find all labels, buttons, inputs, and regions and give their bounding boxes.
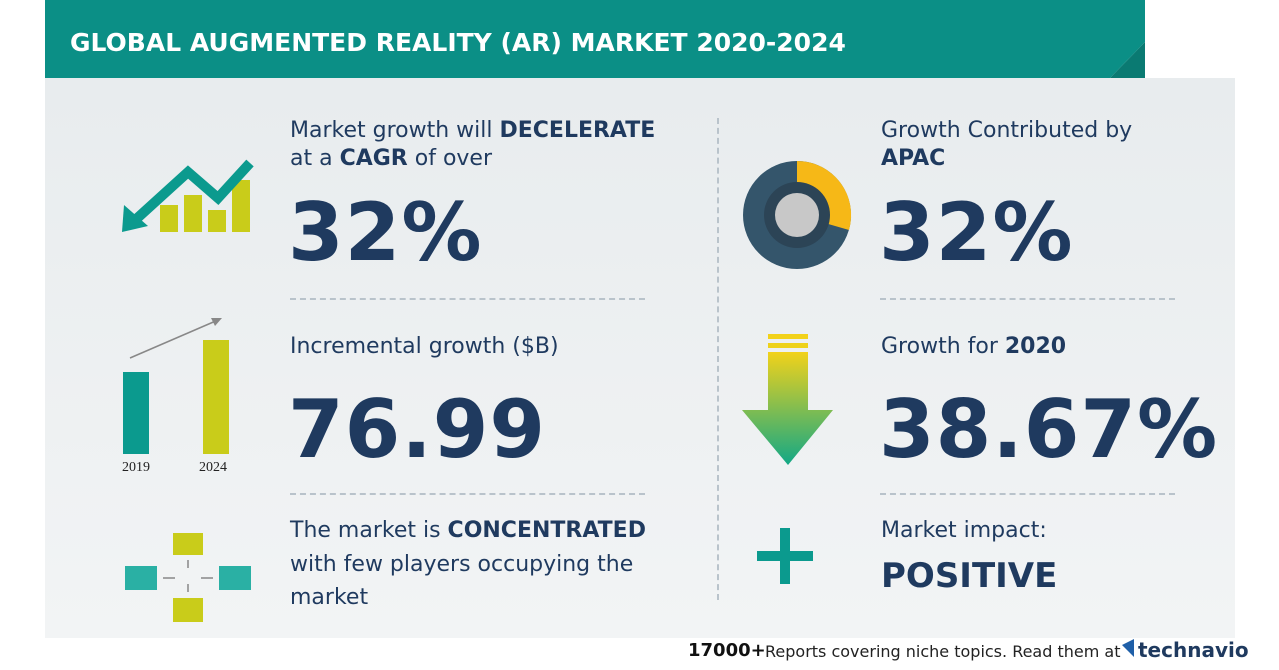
text-line: Market impact: [881, 518, 1047, 543]
separator [880, 493, 1175, 495]
text: of over [407, 146, 493, 171]
text: Market impact: [881, 518, 1047, 543]
text-line: APAC [881, 146, 945, 171]
footer-text: Reports covering niche topics. Read them… [765, 642, 1121, 661]
divider [717, 118, 719, 600]
separator [880, 298, 1175, 300]
text-line: with few players occupying the [290, 552, 633, 577]
emphasis: DECELERATE [499, 118, 656, 143]
header-title: GLOBAL AUGMENTED REALITY (AR) MARKET 202… [70, 28, 846, 57]
footer-brand[interactable]: technavio [1138, 638, 1249, 662]
text: Growth Contributed by [881, 118, 1133, 143]
text: Incremental growth ($B) [290, 334, 559, 359]
text-line: Incremental growth ($B) [290, 334, 559, 359]
text: Growth for [881, 334, 1005, 359]
text: with few players occupying the [290, 552, 634, 577]
impact-value: POSITIVE [881, 556, 1058, 596]
text-line: Market growth will DECELERATE [290, 118, 655, 143]
text: Market growth will [290, 118, 500, 143]
separator [290, 298, 645, 300]
down-arrow-icon [742, 334, 833, 465]
big-value: 32% [879, 186, 1074, 279]
text-line: Growth Contributed by [881, 118, 1132, 143]
header-fold [1110, 42, 1145, 78]
emphasis: APAC [881, 146, 946, 171]
text: at a [290, 146, 340, 171]
trend-icon [122, 159, 254, 232]
donut-icon [743, 160, 852, 269]
emphasis: 2020 [1004, 334, 1067, 359]
bar-icon [123, 318, 229, 454]
icon-label: 2019 [122, 460, 150, 475]
text-line: The market is CONCENTRATED [290, 518, 646, 543]
emphasis: CAGR [339, 146, 408, 171]
text-line: Growth for 2020 [881, 334, 1066, 359]
text: market [290, 585, 369, 610]
big-value: 32% [288, 186, 483, 279]
text-line: at a CAGR of over [290, 146, 492, 171]
header-band [45, 0, 1145, 78]
text: The market is [290, 518, 448, 543]
separator [290, 493, 645, 495]
big-value: 38.67% [879, 383, 1219, 476]
technavio-logo [1122, 639, 1134, 657]
footer-count: 17000+ [688, 640, 766, 661]
emphasis: CONCENTRATED [447, 518, 646, 543]
big-value: 76.99 [288, 383, 547, 476]
buildings-icon [125, 533, 251, 622]
plus-icon [757, 528, 813, 584]
text-line: market [290, 585, 368, 610]
icon-label: 2024 [199, 460, 227, 475]
